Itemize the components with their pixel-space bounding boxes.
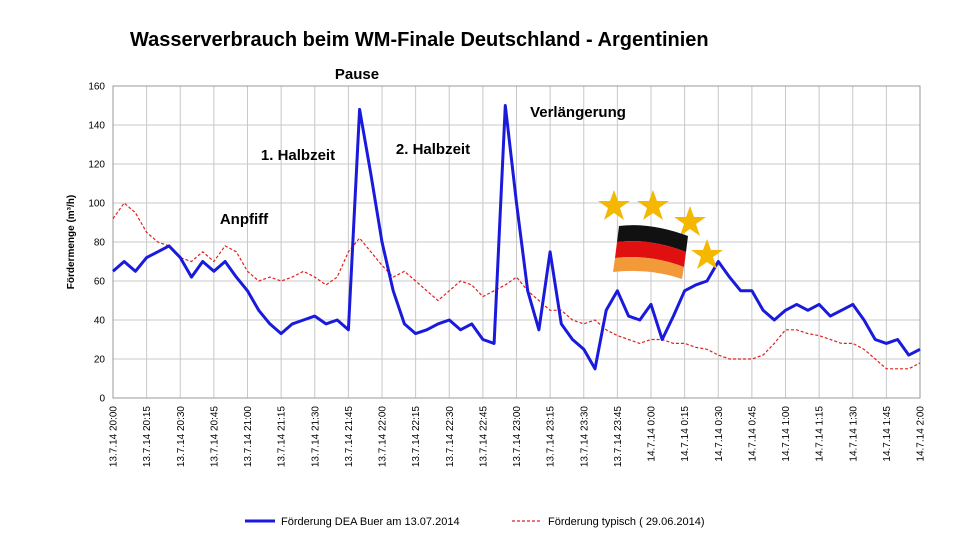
star [598, 190, 630, 220]
flag [613, 225, 688, 279]
x-tick-label: 14.7.14 1:30 [848, 406, 859, 462]
y-tick-label: 140 [88, 121, 105, 132]
x-tick-label: 13.7.14 21:00 [243, 406, 254, 468]
annotation: Verlängerung [530, 104, 626, 121]
y-tick-label: 60 [94, 277, 106, 288]
x-tick-label: 14.7.14 0:30 [714, 406, 725, 462]
x-tick-label: 13.7.14 23:15 [546, 406, 557, 468]
x-tick-label: 13.7.14 23:30 [579, 406, 590, 468]
annotation: 2. Halbzeit [396, 141, 470, 158]
plot-border [112, 85, 921, 399]
annotation: 1. Halbzeit [261, 147, 335, 164]
star [637, 190, 669, 220]
y-tick-label: 100 [88, 199, 105, 210]
annotation: Pause [335, 66, 379, 83]
x-tick-label: 13.7.14 21:30 [310, 406, 321, 468]
annotation: Anpfiff [220, 211, 269, 228]
x-tick-label: 14.7.14 2:00 [916, 406, 927, 462]
star [691, 239, 723, 269]
y-axis-label: Fördermenge (m³/h) [66, 195, 77, 289]
y-tick-label: 0 [99, 394, 105, 405]
y-tick-label: 40 [94, 316, 106, 327]
legend-label: Förderung DEA Buer am 13.07.2014 [281, 516, 460, 528]
x-tick-label: 13.7.14 22:45 [478, 406, 489, 468]
x-tick-label: 13.7.14 22:30 [445, 406, 456, 468]
plot-area: 0 20 40 60 80 100 120 140 160 13.7.14 20:00 13.7.1… [88, 82, 926, 468]
x-tick-label: 14.7.14 1:15 [815, 406, 826, 462]
series-line [112, 202, 921, 370]
x-tick-label: 13.7.14 23:45 [613, 406, 624, 468]
x-tick-label: 13.7.14 20:00 [109, 406, 120, 468]
x-tick-label: 13.7.14 20:15 [142, 406, 153, 468]
x-tick-label: 13.7.14 20:30 [176, 406, 187, 468]
x-tick-label: 13.7.14 20:45 [209, 406, 220, 468]
y-tick-label: 20 [94, 355, 106, 366]
x-tick-label: 13.7.14 21:45 [344, 406, 355, 468]
x-tick-label: 13.7.14 22:00 [378, 406, 389, 468]
x-tick-label: 14.7.14 1:45 [882, 406, 893, 462]
x-tick-label: 14.7.14 1:00 [781, 406, 792, 462]
x-tick-label: 13.7.14 21:15 [277, 406, 288, 468]
y-tick-label: 120 [88, 160, 105, 171]
x-tick-label: 14.7.14 0:45 [747, 406, 758, 462]
stars [598, 190, 723, 269]
star [674, 206, 706, 236]
x-tick-label: 13.7.14 23:00 [512, 406, 523, 468]
chart-title: Wasserverbrauch beim WM-Finale Deutschla… [130, 29, 709, 51]
legend-label: Förderung typisch ( 29.06.2014) [548, 516, 705, 528]
x-tick-label: 13.7.14 22:15 [411, 406, 422, 468]
y-tick-label: 80 [94, 238, 106, 249]
series-line [112, 104, 921, 371]
x-tick-label: 14.7.14 0:15 [680, 406, 691, 462]
x-tick-label: 14.7.14 0:00 [647, 406, 658, 462]
y-tick-label: 160 [88, 82, 105, 93]
